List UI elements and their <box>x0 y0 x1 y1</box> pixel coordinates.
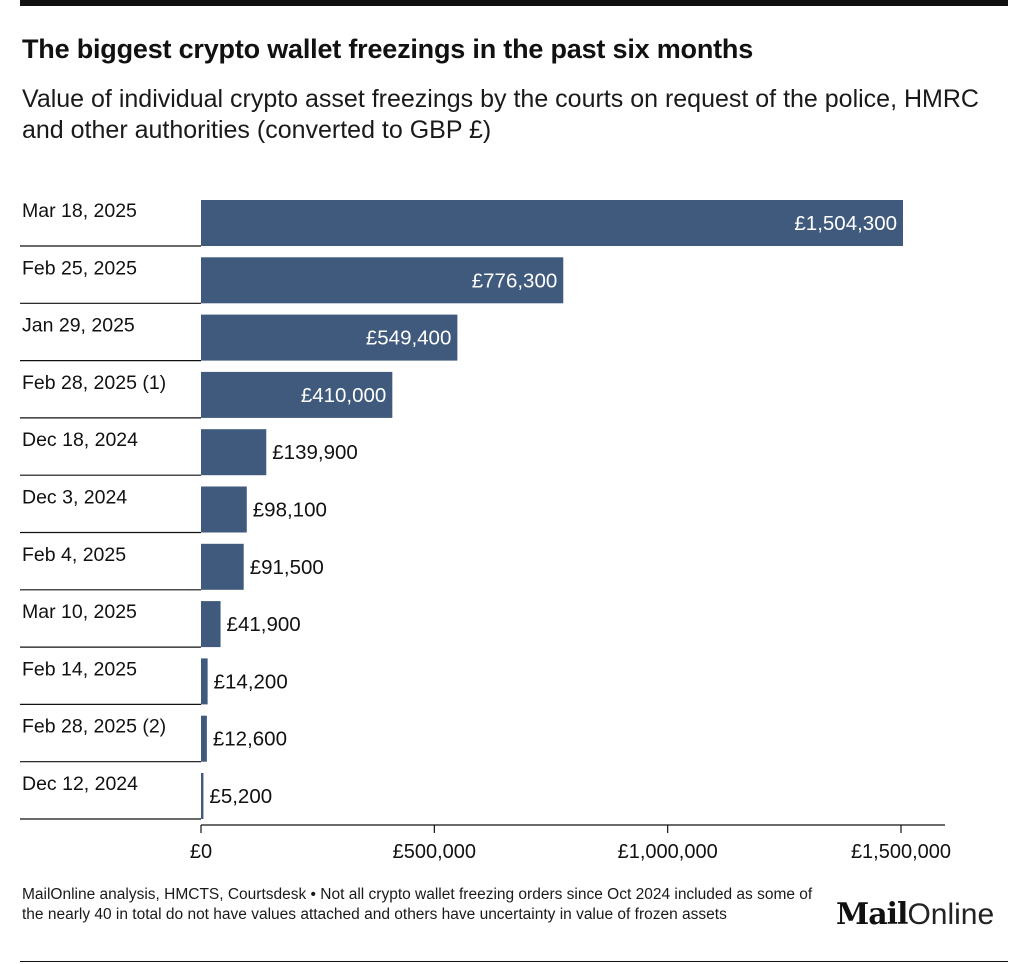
bar-value-label: £98,100 <box>253 499 327 522</box>
bar-value-label: £91,500 <box>250 556 324 579</box>
bar-value-label: £5,200 <box>209 785 272 808</box>
bar <box>201 429 267 476</box>
bar-chart: Mar 18, 2025 £1,504,300 Feb 25, 2025 £776,3… <box>20 200 951 863</box>
category-label: Dec 3, 2024 <box>22 487 127 509</box>
category-label: Feb 25, 2025 <box>22 257 137 279</box>
brand-mail: Mail <box>836 897 908 932</box>
x-tick-label: £1,000,000 <box>618 841 718 863</box>
x-tick-label: £0 <box>190 841 212 863</box>
mailonline-logo: MailOnline <box>836 897 994 932</box>
bar-value-label: £410,000 <box>301 384 387 407</box>
category-label: Dec 18, 2024 <box>22 429 138 451</box>
brand-online: Online <box>907 898 995 931</box>
bar <box>201 543 244 590</box>
bar <box>201 773 204 819</box>
top-rule <box>20 0 1008 6</box>
bar <box>201 200 904 246</box>
source-note: MailOnline analysis, HMCTS, Courtsdesk •… <box>22 886 813 923</box>
bar <box>201 715 207 762</box>
bar <box>201 371 393 418</box>
category-label: Mar 10, 2025 <box>22 601 137 623</box>
bar-value-label: £776,300 <box>472 269 558 292</box>
bar <box>201 601 221 648</box>
bar-value-label: £1,504,300 <box>794 212 897 235</box>
category-label: Feb 14, 2025 <box>22 658 137 680</box>
x-tick-label: £1,500,000 <box>851 841 951 863</box>
bar-value-label: £12,600 <box>213 728 287 751</box>
bar <box>201 257 564 304</box>
chart-subtitle: Value of individual crypto asset freezin… <box>22 85 979 144</box>
bar-value-label: £139,900 <box>272 441 358 464</box>
category-label: Jan 29, 2025 <box>22 315 135 337</box>
bar <box>201 658 208 705</box>
bar-value-label: £14,200 <box>214 670 288 693</box>
bar-value-label: £549,400 <box>366 327 452 350</box>
bar <box>201 314 458 361</box>
category-label: Feb 28, 2025 (1) <box>22 372 166 394</box>
category-label: Feb 4, 2025 <box>22 544 126 566</box>
bar <box>201 486 247 533</box>
bottom-rule <box>20 961 1008 962</box>
category-label: Feb 28, 2025 (2) <box>22 716 166 738</box>
category-label: Mar 18, 2025 <box>22 200 137 222</box>
bar-value-label: £41,900 <box>227 613 301 636</box>
x-tick-label: £500,000 <box>393 841 476 863</box>
chart-title: The biggest crypto wallet freezings in t… <box>22 34 754 64</box>
category-label: Dec 12, 2024 <box>22 773 138 795</box>
